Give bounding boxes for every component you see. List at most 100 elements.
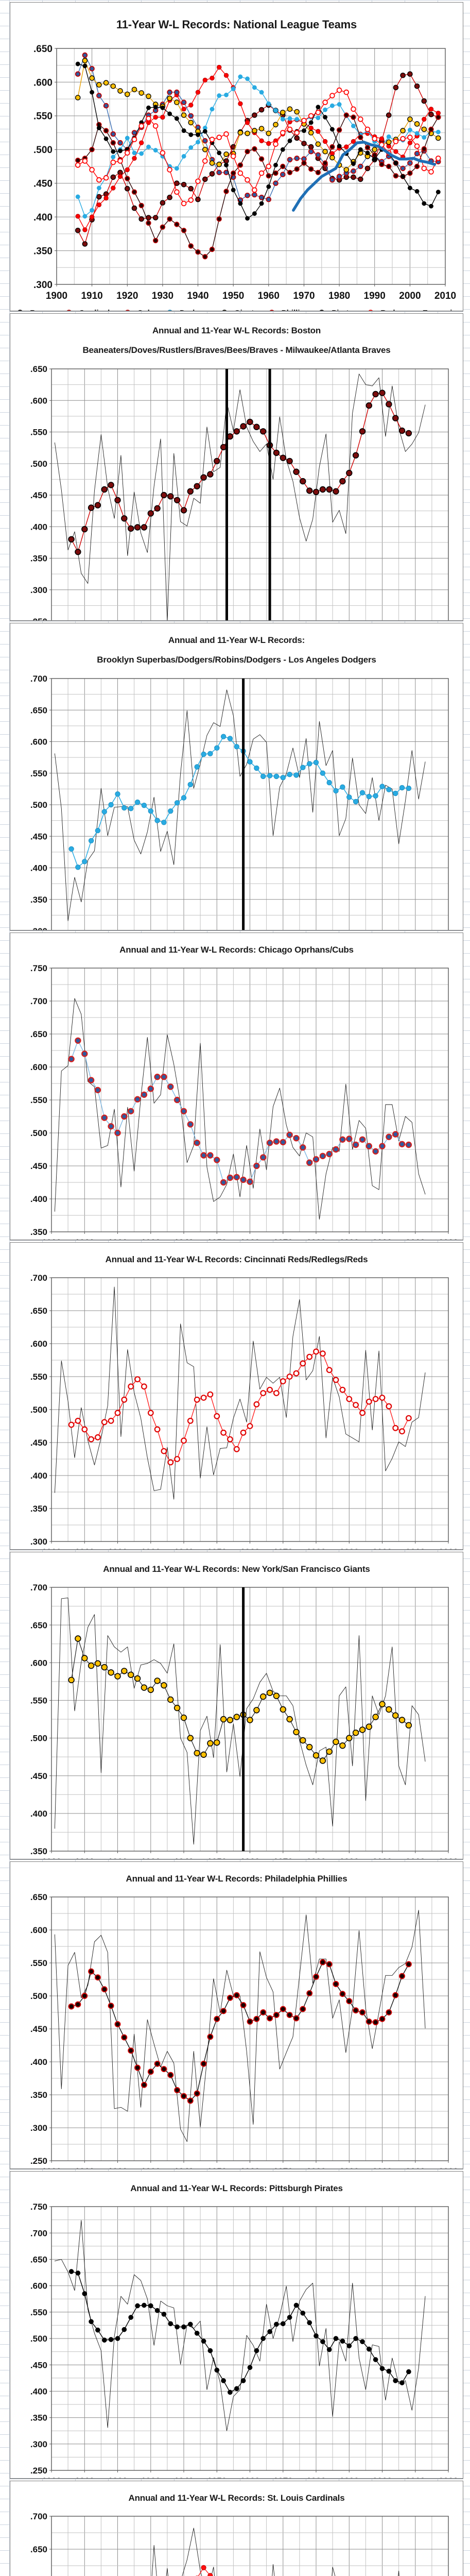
legend-item-braves: Braves [11,309,56,311]
chart-title-phillies: Annual and 11-Year W-L Records: Philadel… [126,1874,347,1884]
svg-text:2020: 2020 [439,1547,458,1550]
svg-text:.550: .550 [30,427,47,437]
svg-text:.300: .300 [30,926,47,930]
svg-text:.750: .750 [30,964,47,973]
chart-legend: Braves Cardinals Cubs Dodgers Giants Phillies… [10,307,463,311]
svg-text:1910: 1910 [75,1857,94,1859]
svg-text:2010: 2010 [406,2166,425,2169]
svg-text:1940: 1940 [174,1857,194,1859]
giants-plot: .350 .400 .450 .500 .550 .600 .650 .700 1900 1910… [30,1583,458,1859]
svg-text:.350: .350 [30,1846,47,1856]
svg-text:1990: 1990 [364,291,386,301]
giants-marker-icon [222,310,227,311]
svg-text:2000: 2000 [373,1547,392,1550]
panel-reds: Annual and 11-Year W-L Records: Cincinna… [10,1242,463,1550]
reds-annual-series [54,1286,426,1500]
svg-text:2020: 2020 [439,1857,458,1859]
svg-text:1960: 1960 [240,1857,260,1859]
svg-text:.700: .700 [30,674,47,684]
svg-text:1980: 1980 [306,1238,326,1240]
dodgers-11yr-series [68,733,412,870]
panel-giants: Annual and 11-Year W-L Records: New York… [10,1552,463,1859]
svg-text:.450: .450 [30,2361,47,2370]
legend-item-expansion: Expansion [404,309,462,311]
cubs-plot: .350 .400 .450 .500 .550 .600 .650 .700 .750 1900… [30,964,458,1240]
reds-11yr-series [68,1348,412,1466]
panel-boston-braves: Annual and 11-Year W-L Records: Boston B… [10,313,463,621]
legend-item-giants: Giants [216,309,258,311]
svg-text:.400: .400 [30,2057,47,2067]
svg-text:2010: 2010 [406,1857,425,1859]
chicago-cubs-grid [51,968,449,1232]
giants-annual-series [54,1598,426,1845]
svg-text:.350: .350 [30,2413,47,2423]
chart-title-nl-teams: 11-Year W-L Records: National League Tea… [116,18,357,31]
svg-text:1900: 1900 [42,1547,61,1550]
boston-braves-plot: .250.300.350.400.450.500.550.600.6501900… [30,365,449,620]
svg-text:.600: .600 [30,1658,47,1668]
svg-text:.300: .300 [30,2439,47,2449]
svg-text:1900: 1900 [42,1857,61,1859]
svg-text:1970: 1970 [273,2166,293,2169]
chicago-cubs-x-axis-labels: 1900 1910 1920 1930 1940 1950 1960 1970 1980 1990… [42,1232,458,1240]
expansion-marker-icon [404,309,422,311]
svg-text:1940: 1940 [174,1238,194,1240]
svg-text:.600: .600 [30,396,47,405]
nl-teams-y-axis-labels: .300 .350 .400 .450 .500 .550 .600 .650 [33,43,57,290]
legend-item-cubs: Cubs [119,309,156,311]
svg-text:1930: 1930 [141,2476,161,2479]
svg-text:.450: .450 [30,832,47,841]
svg-text:.450: .450 [30,1438,47,1448]
nl-teams-x-axis-labels: 1900 1910 1920 1930 1940 1950 1960 1970 1980 1990… [46,284,456,301]
panel-cubs: Annual and 11-Year W-L Records: Chicago … [10,933,463,1240]
boston-braves-y-axis-labels: .250 .300 .350 .400 .450 .500 .550 .600 .650 [30,365,51,620]
cardinals-plot: .300.350.400.450.500.550.600.650.7001900… [30,2512,449,2576]
boston-annual-series [54,373,426,620]
svg-text:.400: .400 [30,2387,47,2397]
svg-text:.350: .350 [30,553,47,563]
philadelphia-phillies-y-axis-labels: .250 .300 .350 .400 .450 .500 .550 .600 .650 [30,1893,51,2166]
cubs-annual-series [54,998,426,1220]
chart-title-giants: Annual and 11-Year W-L Records: New York… [103,1564,370,1574]
svg-text:.650: .650 [30,705,47,715]
svg-text:1990: 1990 [339,2476,359,2479]
phillies-marker-icon [269,310,274,311]
svg-text:.600: .600 [30,1925,47,1935]
svg-text:1960: 1960 [240,1238,260,1240]
pirates-11yr-series [68,2269,411,2395]
cubs-marker-icon [125,310,130,311]
svg-text:.450: .450 [30,1161,47,1171]
svg-text:.500: .500 [30,1991,47,2001]
svg-text:.650: .650 [30,2255,47,2265]
svg-text:2000: 2000 [373,2476,392,2479]
reds-marker-icon [369,310,373,311]
legend-label: Dodgers [180,309,211,311]
boston-11yr-series [68,389,412,555]
legend-label: Expansion [423,309,462,311]
chart-title-reds: Annual and 11-Year W-L Records: Cincinna… [105,1255,368,1264]
st-louis-cardinals-y-axis-labels: .300.350.400.450.500.550.600.650.700 [30,2512,51,2554]
svg-text:1940: 1940 [174,2166,194,2169]
svg-text:.500: .500 [33,145,53,156]
dodgers-annual-series [54,689,426,921]
svg-text:2020: 2020 [439,2166,458,2169]
svg-text:1910: 1910 [75,2476,94,2479]
cardinals-marker-icon [67,310,72,311]
svg-text:1910: 1910 [75,2166,94,2169]
svg-text:.650: .650 [30,1306,47,1316]
svg-text:.400: .400 [30,1194,47,1204]
svg-text:.750: .750 [30,2202,47,2212]
cubs-11yr-series [75,52,441,203]
svg-text:1990: 1990 [339,2166,359,2169]
svg-text:2000: 2000 [373,1857,392,1859]
chart-subtitle-dodgers: Brooklyn Superbas/Dodgers/Robins/Dodgers… [97,655,376,665]
svg-text:.400: .400 [33,212,53,223]
svg-text:.250: .250 [30,2466,47,2476]
nl-teams-plot-border [56,47,446,285]
legend-item-dodgers: Dodgers [161,309,211,311]
svg-text:.450: .450 [30,1771,47,1781]
svg-text:2000: 2000 [373,2166,392,2169]
svg-text:1990: 1990 [339,1857,359,1859]
chart-title-boston: Annual and 11-Year W-L Records: Boston [152,326,321,335]
svg-text:1920: 1920 [108,1238,128,1240]
